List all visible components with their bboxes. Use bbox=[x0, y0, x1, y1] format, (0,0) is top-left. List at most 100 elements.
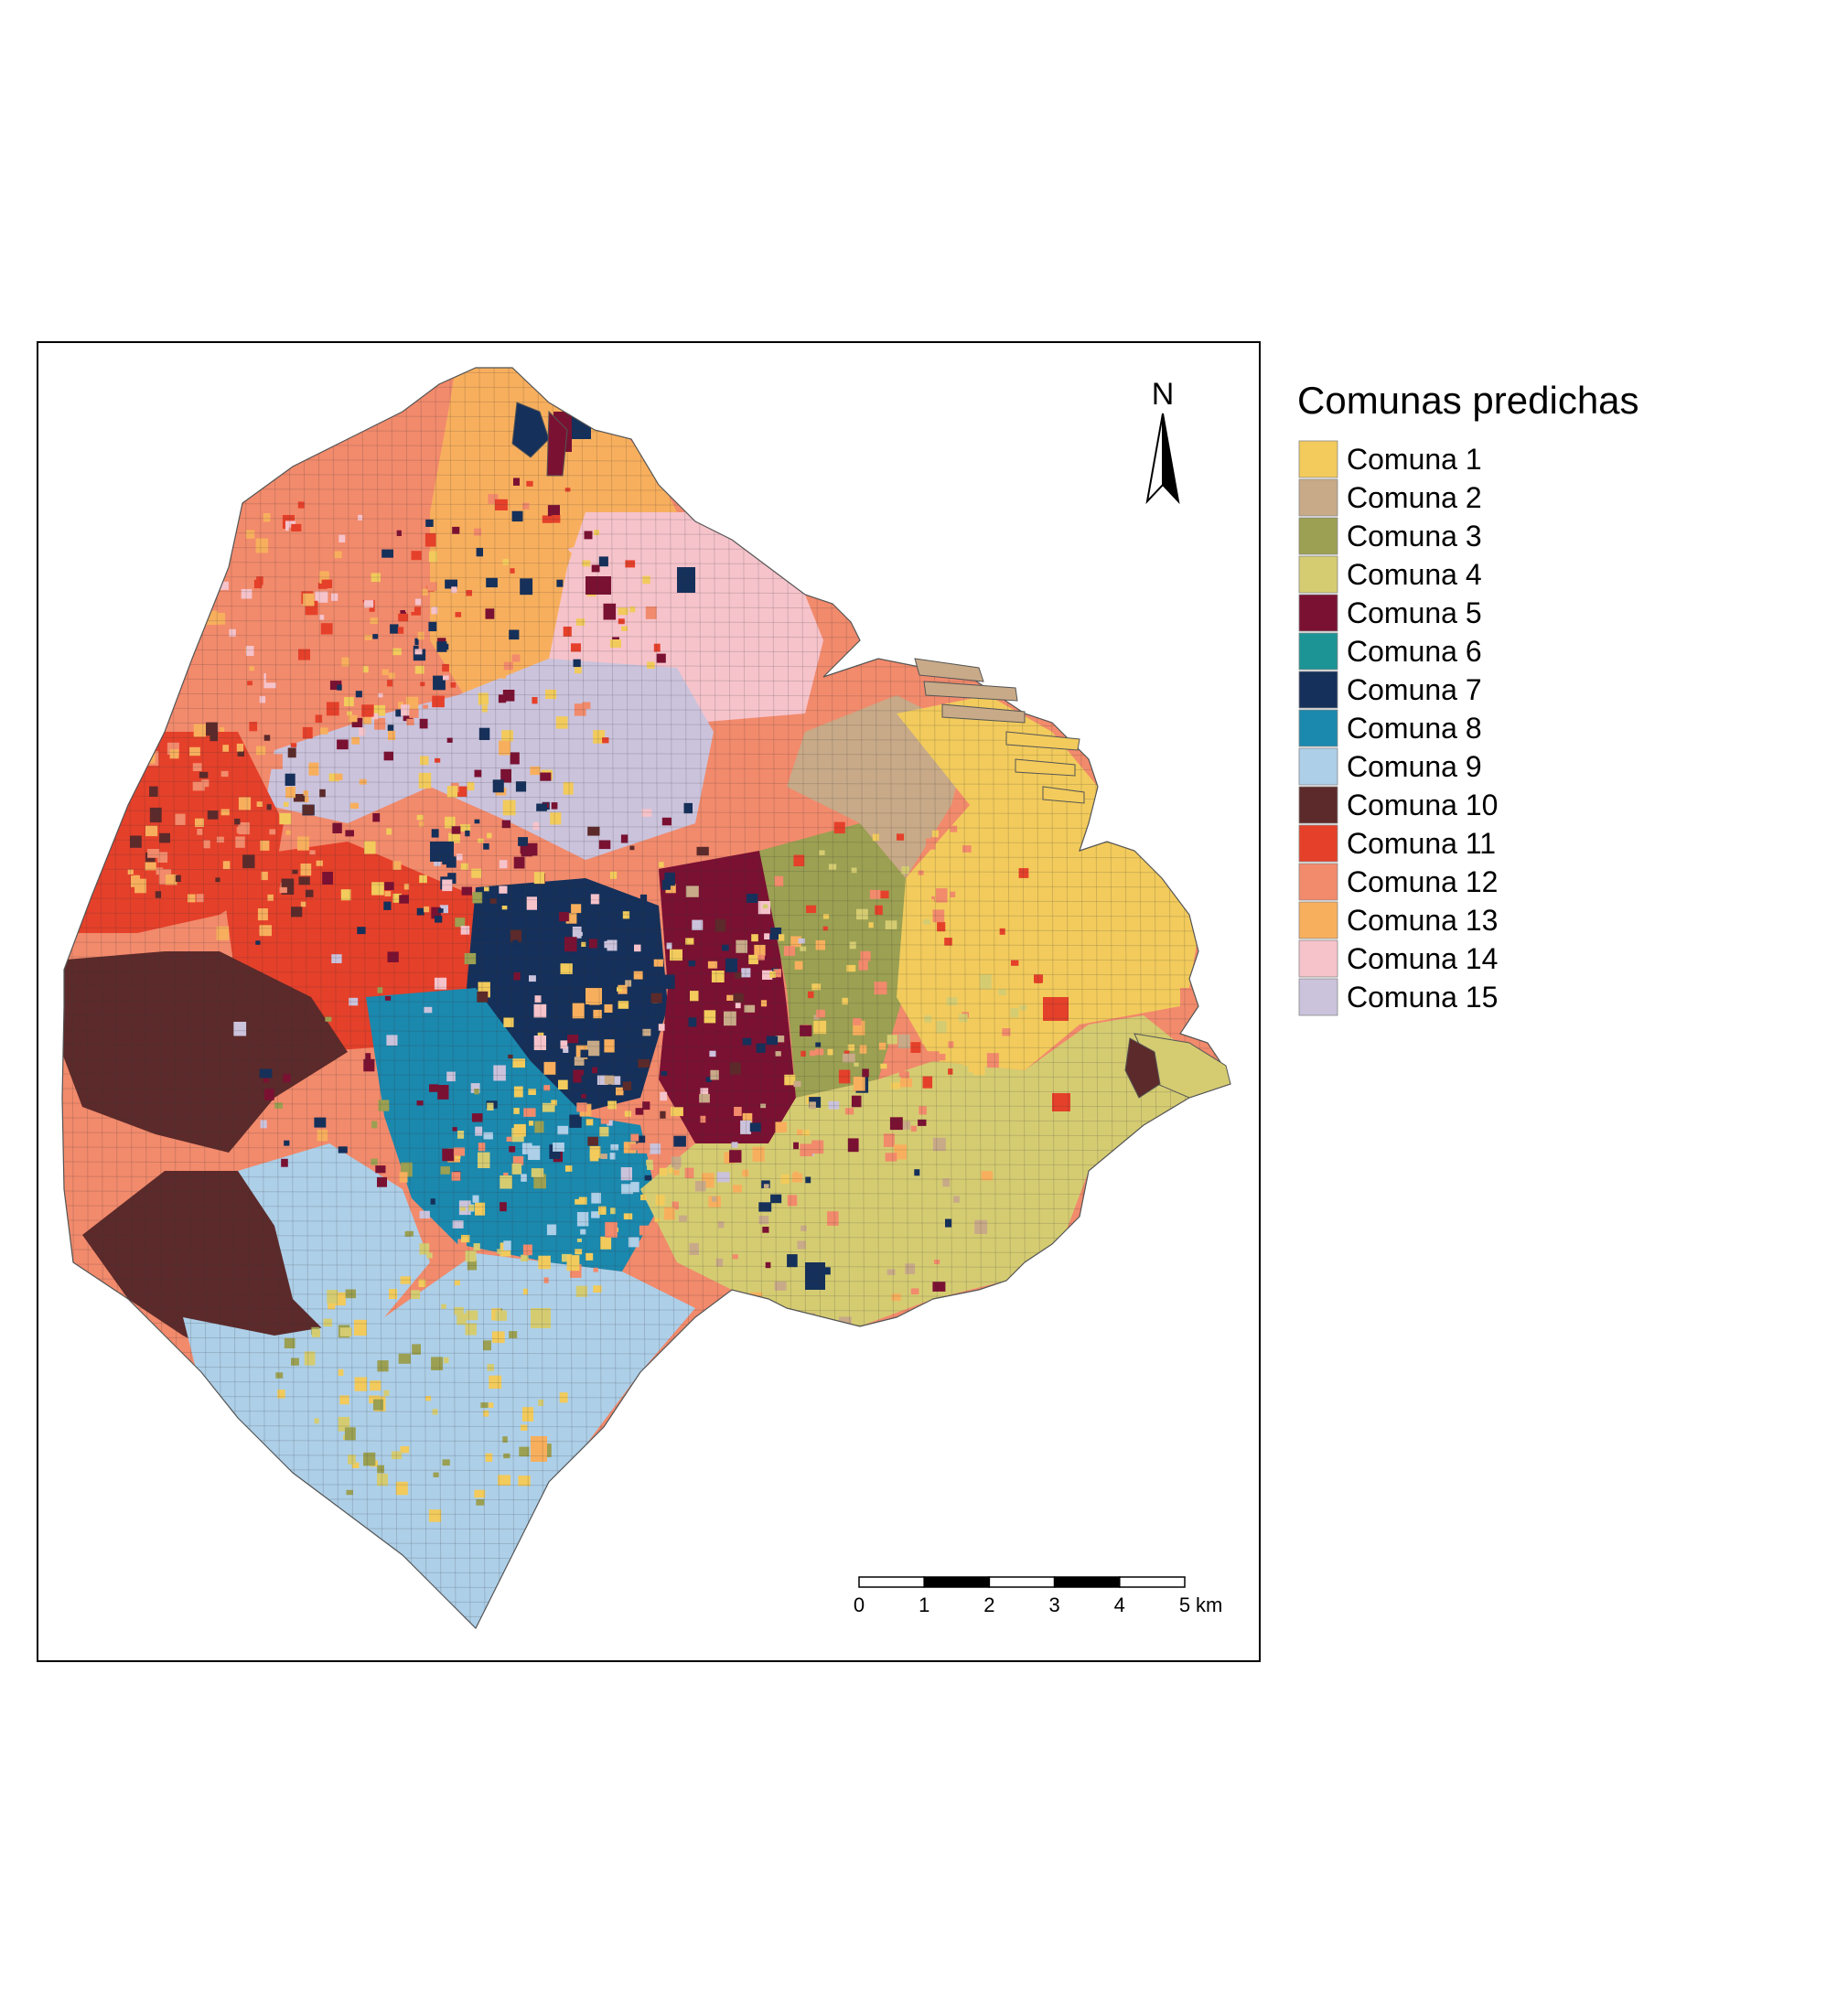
polygon-cell bbox=[321, 579, 333, 588]
polygon-cell bbox=[461, 886, 472, 896]
legend-swatch bbox=[1298, 440, 1338, 478]
polygon-cell bbox=[326, 702, 339, 716]
polygon-cell bbox=[457, 1239, 467, 1250]
polygon-cell bbox=[653, 643, 661, 652]
polygon-cell bbox=[797, 1240, 806, 1250]
polygon-cell bbox=[302, 804, 315, 815]
polygon-cell bbox=[418, 821, 424, 827]
legend-label: Comuna 9 bbox=[1347, 750, 1482, 783]
polygon-cell bbox=[127, 869, 134, 875]
scale-tick-label: 5 bbox=[1179, 1594, 1190, 1616]
polygon-cell bbox=[625, 560, 636, 568]
polygon-cell bbox=[461, 1235, 470, 1243]
polygon-cell bbox=[929, 899, 934, 904]
polygon-cell bbox=[424, 532, 436, 547]
polygon-cell bbox=[273, 629, 285, 641]
polygon-cell bbox=[923, 918, 930, 925]
polygon-cell bbox=[155, 891, 162, 898]
polygon-cell bbox=[363, 1058, 375, 1072]
polygon-cell bbox=[950, 891, 956, 897]
polygon-cell bbox=[629, 845, 635, 851]
scale-tick-label: 4 bbox=[1114, 1594, 1125, 1616]
polygon-cell bbox=[599, 1126, 609, 1137]
polygon-cell bbox=[620, 834, 629, 843]
polygon-cell bbox=[284, 1140, 290, 1146]
polygon-cell bbox=[328, 773, 339, 782]
polygon-cell bbox=[487, 1364, 494, 1371]
polygon-cell bbox=[457, 786, 467, 797]
polygon-cell bbox=[527, 842, 538, 856]
polygon-cell bbox=[327, 1290, 338, 1304]
polygon-cell bbox=[843, 1053, 855, 1063]
polygon-cell bbox=[215, 877, 220, 883]
polygon-cell bbox=[692, 919, 704, 930]
polygon-cell bbox=[455, 612, 462, 617]
polygon-cell bbox=[558, 1079, 568, 1089]
legend-item: Comuna 11 bbox=[1298, 824, 1496, 863]
polygon-cell bbox=[513, 856, 525, 869]
polygon-cell bbox=[428, 551, 437, 563]
polygon-cell bbox=[793, 1080, 801, 1088]
polygon-cell bbox=[371, 1158, 378, 1165]
scale-bar: 0 1 2 3 4 5 km bbox=[854, 1576, 1222, 1616]
polygon-cell bbox=[378, 692, 383, 698]
polygon-cell bbox=[503, 1017, 514, 1027]
polygon-cell bbox=[274, 1102, 283, 1109]
polygon-cell bbox=[414, 638, 421, 646]
polygon-cell bbox=[655, 1195, 665, 1206]
polygon-cell bbox=[478, 929, 487, 939]
polygon-cell bbox=[371, 713, 379, 720]
polygon-cell bbox=[222, 745, 229, 752]
polygon-cell bbox=[300, 864, 312, 876]
polygon-cell bbox=[298, 876, 310, 885]
polygon-cell bbox=[480, 1402, 489, 1409]
polygon-cell bbox=[246, 530, 255, 539]
polygon-cell bbox=[603, 603, 617, 620]
polygon-cell bbox=[309, 520, 322, 535]
polygon-cell bbox=[338, 1368, 344, 1376]
scale-segment bbox=[923, 1576, 991, 1588]
polygon-cell bbox=[401, 704, 410, 716]
polygon-cell bbox=[498, 694, 507, 703]
dock-polygon bbox=[914, 658, 984, 682]
polygon-cell bbox=[256, 746, 266, 756]
north-label: N bbox=[1152, 377, 1175, 412]
polygon-cell bbox=[445, 816, 456, 829]
comuna-region bbox=[238, 1143, 430, 1336]
polygon-cell bbox=[453, 1147, 466, 1156]
polygon-cell bbox=[979, 885, 985, 891]
polygon-cell bbox=[704, 1010, 716, 1024]
polygon-cell bbox=[457, 1313, 467, 1325]
polygon-cell bbox=[301, 547, 310, 559]
polygon-cell bbox=[130, 835, 142, 848]
polygon-cell bbox=[948, 1068, 953, 1075]
polygon-cell bbox=[981, 1171, 994, 1181]
polygon-cell bbox=[945, 898, 956, 910]
polygon-cell bbox=[802, 1130, 811, 1136]
polygon-cell bbox=[472, 1195, 479, 1203]
polygon-cell bbox=[571, 904, 582, 914]
polygon-cell bbox=[609, 1153, 616, 1160]
scale-tick-label: 3 bbox=[1048, 1594, 1059, 1616]
polygon-cell bbox=[581, 1075, 594, 1090]
polygon-cell bbox=[592, 1067, 597, 1074]
polygon-cell bbox=[542, 1102, 555, 1112]
polygon-cell bbox=[621, 626, 628, 631]
polygon-cell bbox=[844, 1108, 854, 1115]
polygon-cell bbox=[780, 1174, 790, 1185]
polygon-cell bbox=[533, 872, 545, 885]
polygon-cell bbox=[775, 1051, 781, 1057]
polygon-cell bbox=[744, 1004, 756, 1013]
polygon-cell bbox=[149, 807, 162, 823]
polygon-cell bbox=[573, 1069, 584, 1083]
polygon-cell bbox=[972, 1062, 985, 1076]
polygon-cell bbox=[411, 606, 421, 616]
polygon-cell bbox=[340, 889, 351, 901]
polygon-cell bbox=[604, 1075, 615, 1085]
polygon-cell bbox=[451, 1172, 461, 1181]
polygon-cell bbox=[145, 862, 156, 871]
polygon-cell bbox=[939, 1054, 946, 1061]
polygon-cell bbox=[217, 581, 229, 590]
polygon-cell bbox=[747, 894, 758, 903]
polygon-cell bbox=[312, 821, 322, 832]
